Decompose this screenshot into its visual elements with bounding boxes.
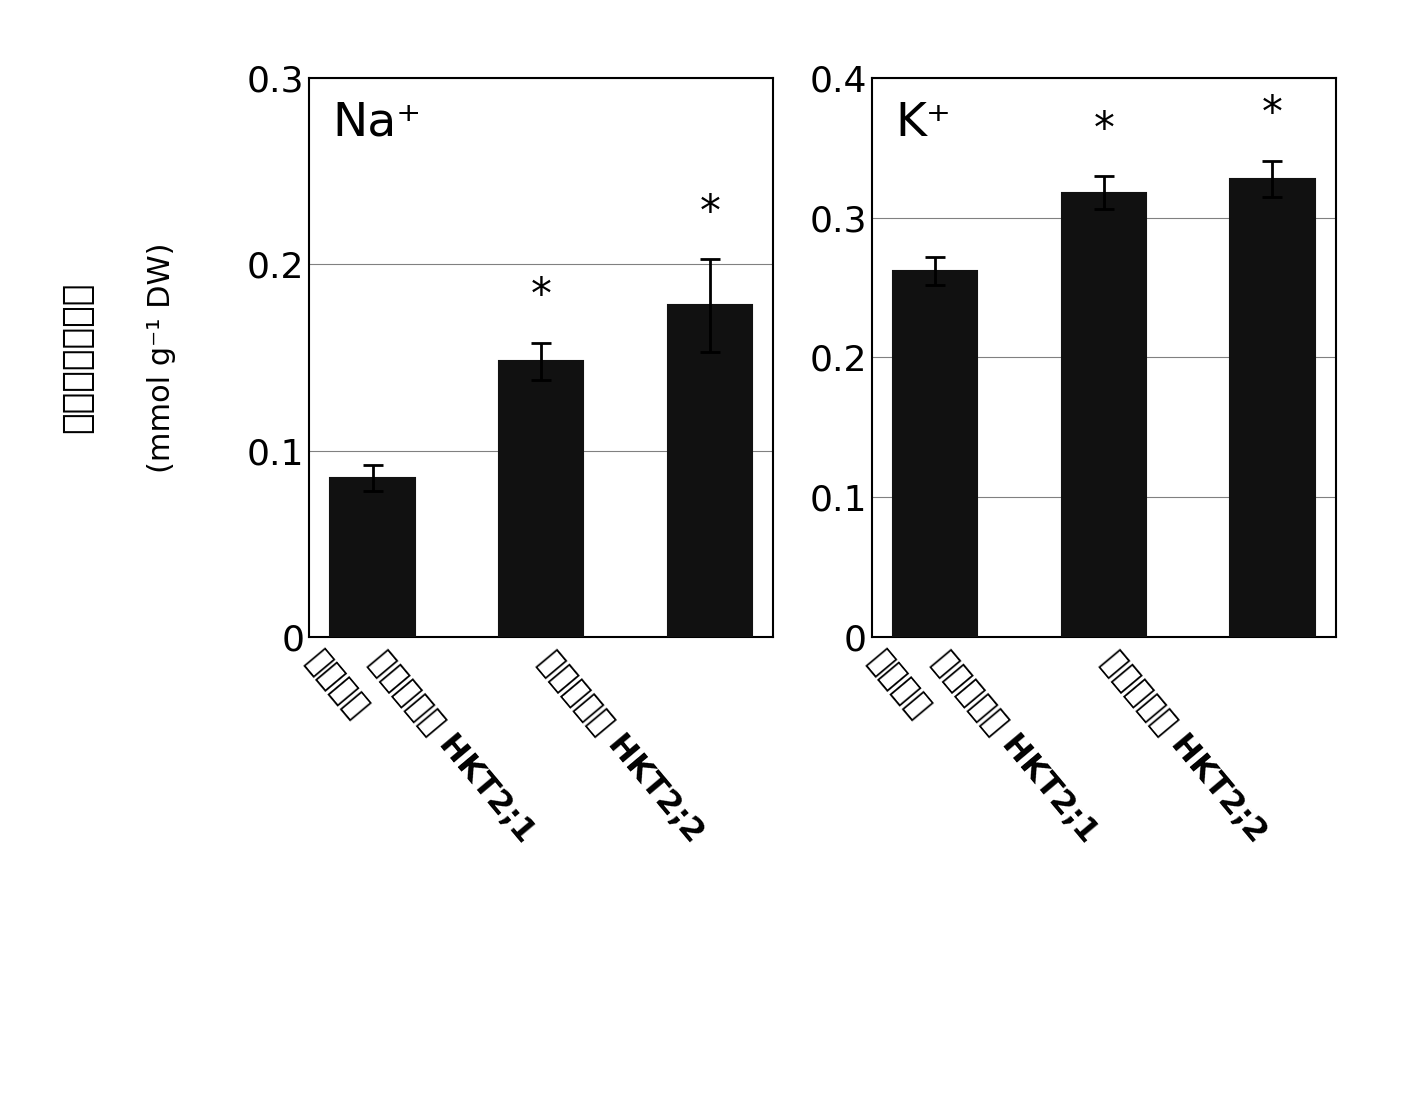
Text: *: * [531,276,551,317]
Bar [1230,179,1315,637]
Text: *: * [1263,94,1282,135]
Text: ソナレシバ HKT2;2: ソナレシバ HKT2;2 [533,646,710,848]
Text: ソナレシバ HKT2;1: ソナレシバ HKT2;1 [927,646,1104,848]
Text: ソナレシバ HKT2;1: ソナレシバ HKT2;1 [364,646,541,848]
Bar [499,361,583,637]
Text: 葉のイオン含量: 葉のイオン含量 [60,281,94,433]
Bar [668,305,752,637]
Text: *: * [1094,108,1114,151]
Text: Na⁺: Na⁺ [333,101,422,145]
Bar [330,478,415,637]
Text: 通常植物: 通常植物 [299,646,373,725]
Text: 通常植物: 通常植物 [862,646,935,725]
Text: ソナレシバ HKT2;2: ソナレシバ HKT2;2 [1095,646,1272,848]
Text: K⁺: K⁺ [896,101,950,145]
Bar [1062,192,1146,637]
Text: *: * [700,192,720,233]
Bar [893,270,977,637]
Text: (mmol g⁻¹ DW): (mmol g⁻¹ DW) [148,242,176,472]
